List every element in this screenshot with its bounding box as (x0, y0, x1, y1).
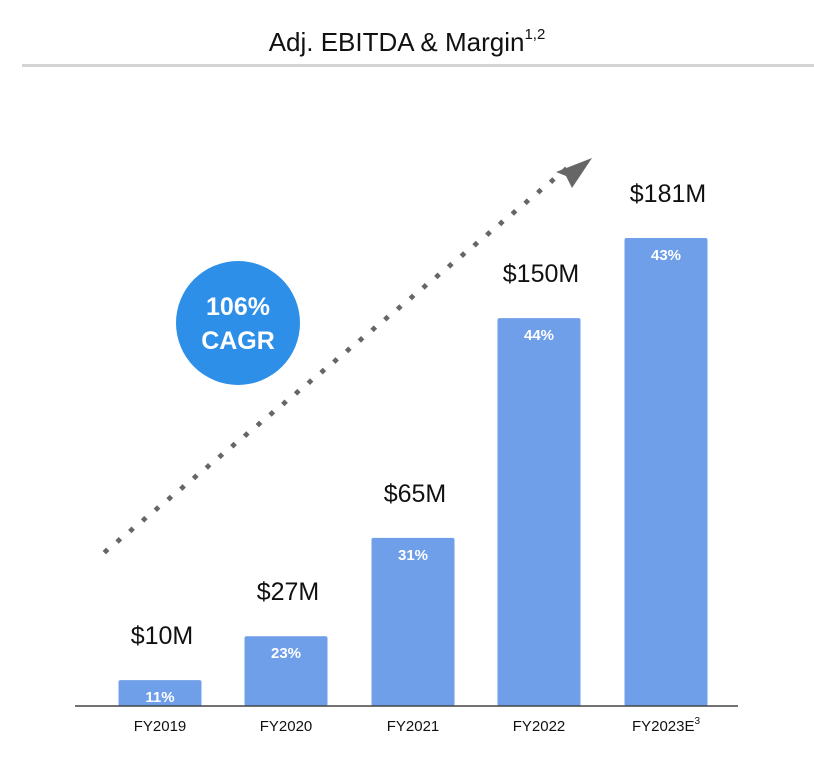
trend-dot (230, 441, 237, 449)
trend-dot (166, 494, 174, 502)
value-label: $27M (257, 578, 320, 606)
bar-fy2020 (244, 636, 328, 706)
trend-dot (140, 515, 148, 523)
x-tick-label: FY2021 (387, 718, 440, 735)
trend-dot (191, 473, 199, 481)
bar-fy2022 (497, 318, 581, 706)
value-label: $181M (630, 180, 706, 208)
margin-label: 43% (651, 247, 681, 264)
x-tick-label: FY2022 (513, 718, 566, 735)
x-tick-label: FY2019 (134, 718, 187, 735)
chart-title: Adj. EBITDA & Margin1,2 (0, 26, 814, 58)
trend-dot (332, 357, 339, 364)
trend-dot (268, 410, 276, 417)
title-footnote: 1,2 (524, 26, 546, 43)
chart-title-text: Adj. EBITDA & Margin (268, 27, 525, 57)
cagr-value: 106% (206, 293, 270, 321)
trend-dot (128, 526, 135, 534)
trend-dot (408, 293, 416, 301)
trend-dot (434, 272, 441, 280)
trend-dot (281, 399, 288, 407)
cagr-badge: 106% CAGR (176, 261, 300, 385)
title-divider (22, 64, 814, 67)
trend-dot (497, 219, 505, 227)
value-label: $150M (503, 260, 579, 288)
trend-dot (472, 240, 480, 248)
bar-fy2021 (371, 537, 455, 706)
trend-dot (319, 367, 327, 375)
trend-dot (357, 335, 365, 343)
trend-dot (102, 547, 110, 555)
trend-dot (255, 420, 263, 428)
x-tick-label: FY2023E3 (632, 716, 701, 735)
value-label: $65M (384, 480, 447, 508)
trend-dot (179, 484, 186, 491)
trend-dot (421, 283, 429, 290)
margin-label: 11% (145, 689, 174, 706)
margin-label: 23% (271, 645, 301, 662)
bars-group: 11% $10M 23% $27M 31% $65M 44% $150M 43% $181M (118, 180, 708, 706)
trend-dot (153, 505, 161, 513)
cagr-badge-circle (176, 261, 300, 385)
trend-dot (459, 251, 467, 259)
trend-dot (242, 431, 250, 438)
trend-dot (306, 378, 314, 386)
margin-label: 31% (398, 547, 428, 564)
trend-dot (115, 537, 123, 544)
value-label: $10M (131, 622, 194, 650)
trend-dot (446, 261, 454, 269)
trend-dot (536, 187, 543, 195)
trend-arrowhead-icon (556, 158, 592, 188)
trend-dot (370, 325, 378, 333)
trend-dot (383, 314, 390, 322)
trend-dot (510, 208, 518, 216)
trend-dot (395, 304, 403, 311)
trend-dot (217, 452, 225, 460)
x-axis: FY2019 FY2020 FY2021 FY2022 FY2023E3 (75, 705, 738, 735)
margin-label: 44% (524, 327, 554, 344)
trend-dot (523, 198, 531, 206)
bar-fy2023e (624, 238, 708, 706)
trend-dot (204, 462, 212, 470)
trend-dot (548, 177, 556, 184)
trend-dot (485, 230, 492, 237)
trend-dot (293, 388, 301, 396)
cagr-label: CAGR (201, 327, 275, 355)
x-tick-label: FY2020 (260, 718, 313, 735)
trend-dot (344, 346, 352, 354)
bar-fy2019 (118, 680, 202, 706)
